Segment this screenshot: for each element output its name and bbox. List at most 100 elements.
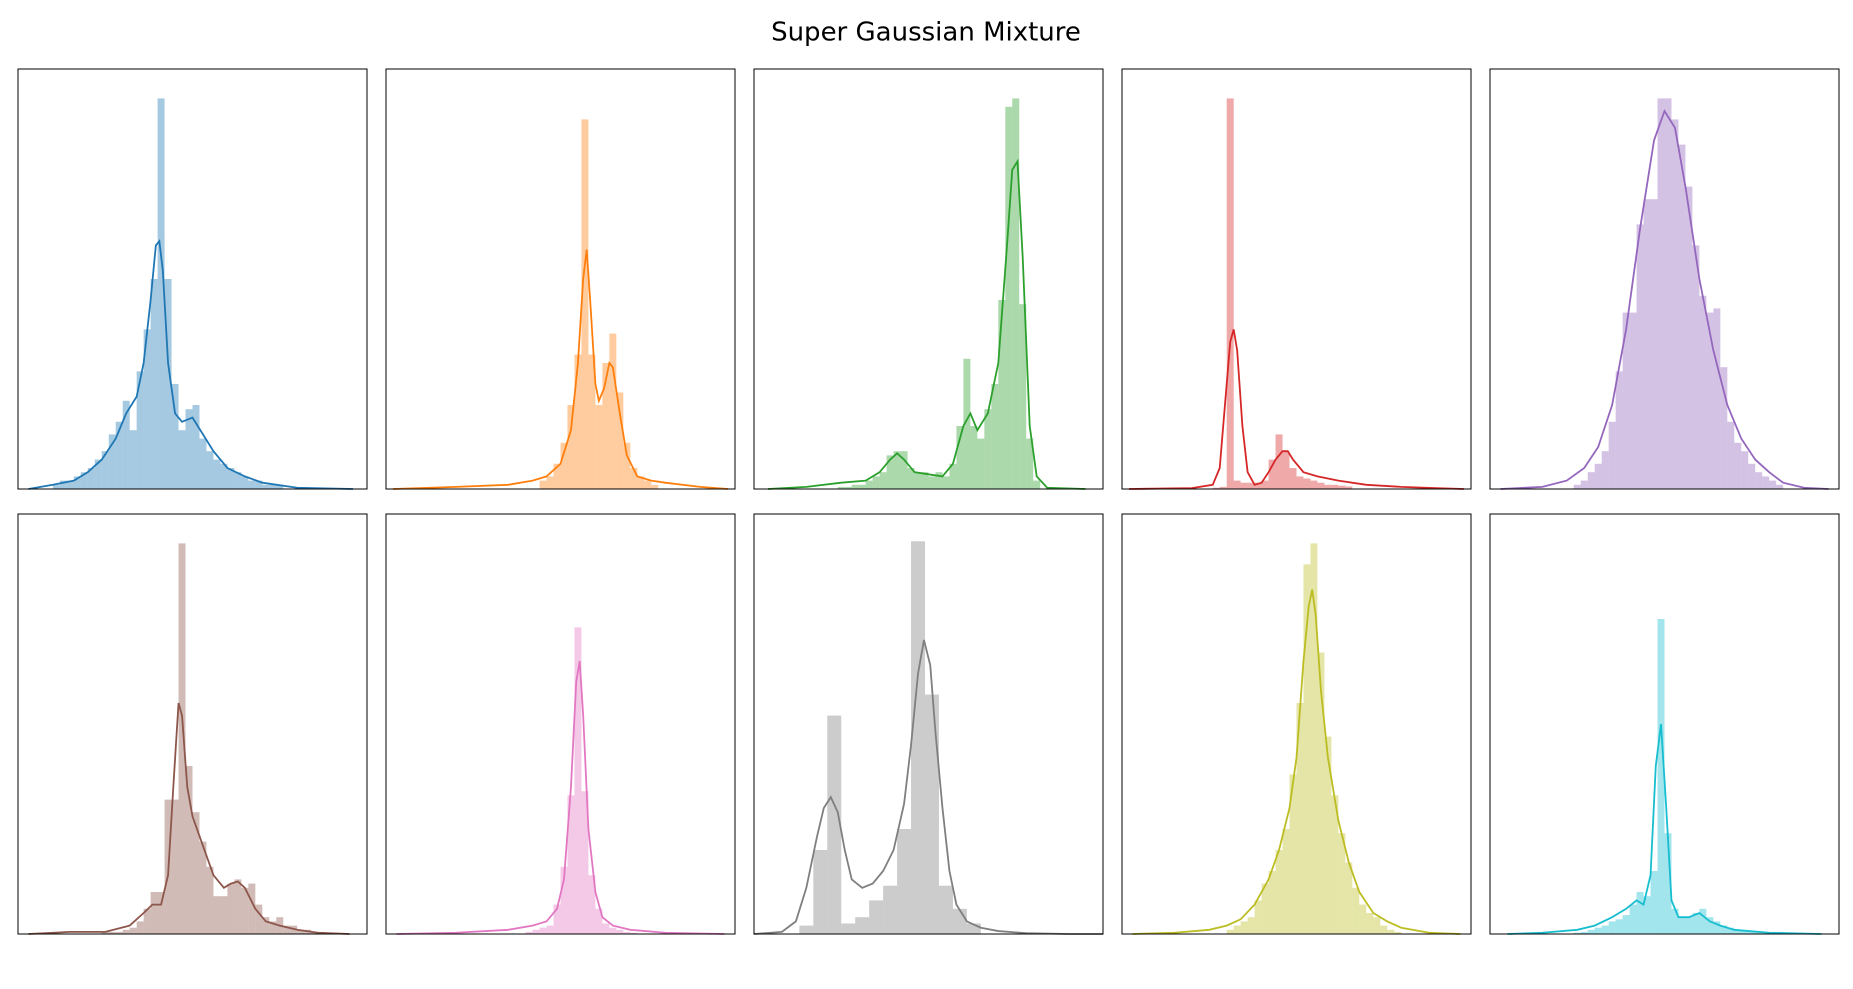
histogram-bar xyxy=(637,476,645,489)
histogram-bar xyxy=(963,358,971,489)
histogram-bar xyxy=(525,931,533,934)
histogram-bar xyxy=(799,925,814,934)
kde-line xyxy=(1500,108,1829,490)
histogram-bar xyxy=(858,484,866,489)
histogram-bar xyxy=(171,799,179,934)
histogram-bar xyxy=(1650,871,1658,934)
histogram-bar xyxy=(1699,295,1707,489)
histogram-bar xyxy=(241,476,249,489)
histogram-bar xyxy=(1664,833,1672,934)
histogram-bar xyxy=(616,929,624,934)
histogram-bar xyxy=(1657,98,1665,490)
subplot xyxy=(385,68,736,490)
histogram-bar xyxy=(574,354,582,489)
kde-line xyxy=(392,249,729,490)
histogram-bar xyxy=(602,923,610,934)
histogram-bar xyxy=(949,463,957,489)
histogram-bar xyxy=(952,908,967,934)
histogram-bar xyxy=(1387,929,1395,934)
histogram-bar xyxy=(1254,482,1262,489)
histogram-bar xyxy=(1359,904,1367,934)
histogram-bar xyxy=(1033,480,1041,489)
histogram-bar xyxy=(52,484,60,489)
histogram-bar xyxy=(1282,829,1290,934)
histogram-bar xyxy=(1338,833,1346,934)
histogram-bar xyxy=(928,476,936,489)
histogram-bar xyxy=(984,409,992,489)
histogram-bar xyxy=(136,921,144,934)
axes-frame xyxy=(385,513,736,935)
histogram-bar xyxy=(1233,925,1241,934)
histogram-bar xyxy=(1594,927,1602,934)
histogram-bar xyxy=(1692,245,1700,489)
histogram-bar xyxy=(956,426,964,489)
histogram-bar xyxy=(1268,871,1276,934)
histogram-bar xyxy=(1331,795,1339,934)
histogram-bar xyxy=(1678,917,1686,934)
histogram-bar xyxy=(602,363,610,489)
histogram-bar xyxy=(1615,919,1623,934)
histogram-bar xyxy=(1762,932,1770,934)
histogram-bar xyxy=(588,875,596,934)
histogram-bar xyxy=(914,472,922,489)
histogram-bar xyxy=(297,929,305,934)
histogram-bar xyxy=(879,472,887,489)
histogram-bar xyxy=(938,885,953,934)
histogram-bar xyxy=(269,484,277,489)
histogram-bar xyxy=(1338,485,1346,489)
axes-frame xyxy=(753,68,1104,490)
histogram-bar xyxy=(581,791,589,934)
histogram-bar xyxy=(546,925,554,934)
histogram-bar xyxy=(1608,921,1616,934)
histogram-bar xyxy=(1573,484,1581,489)
histogram-bar xyxy=(1380,925,1388,934)
histogram-bar xyxy=(108,434,116,489)
histogram-bar xyxy=(907,468,915,489)
histogram-bar xyxy=(1261,480,1269,489)
histogram-bar xyxy=(1310,543,1318,934)
histogram-bar xyxy=(150,892,158,934)
histogram-bar xyxy=(911,541,926,934)
histogram-bar xyxy=(178,543,186,934)
histogram-bar xyxy=(1366,913,1374,934)
histogram-bar xyxy=(1233,480,1241,489)
histogram-bar xyxy=(872,476,880,489)
histogram-bar xyxy=(115,421,123,489)
histogram-bar xyxy=(122,400,130,489)
histogram-bar xyxy=(1706,312,1714,489)
histogram-bar xyxy=(1671,119,1679,490)
histogram-bar xyxy=(1608,421,1616,489)
histogram-bar xyxy=(1622,312,1630,489)
histogram-bar xyxy=(893,451,901,489)
histogram-bar xyxy=(1615,371,1623,489)
histogram-bar xyxy=(1247,482,1255,489)
histogram-bar xyxy=(220,896,228,934)
histogram-bar xyxy=(553,904,561,934)
histogram-bar xyxy=(262,917,270,934)
histogram-bar xyxy=(1226,929,1234,934)
histogram-bar xyxy=(1345,486,1353,489)
histogram-bar xyxy=(1261,883,1269,934)
histogram-bar xyxy=(1678,144,1686,489)
histogram-bar xyxy=(1755,931,1763,934)
histogram-bar xyxy=(1601,451,1609,489)
histogram-bar xyxy=(248,480,256,489)
histogram-bar xyxy=(1776,484,1784,489)
histogram-bar xyxy=(609,333,617,489)
histogram-bar xyxy=(623,931,631,934)
histogram-bar xyxy=(80,472,88,489)
histogram-bar xyxy=(178,430,186,489)
axes-frame xyxy=(1121,513,1472,935)
histogram-bar xyxy=(1352,887,1360,934)
histogram-bar xyxy=(1741,451,1749,489)
histogram-bar xyxy=(925,694,939,934)
histogram-bar xyxy=(553,463,561,489)
histogram-bar xyxy=(1212,487,1220,489)
kde-line xyxy=(767,158,1086,490)
histogram-bar xyxy=(1720,367,1728,489)
histogram-bar xyxy=(1289,468,1297,489)
histogram-bar xyxy=(644,480,652,489)
histogram-bar xyxy=(1643,896,1651,934)
histogram-bar xyxy=(844,486,852,489)
histogram-bar xyxy=(234,879,242,934)
